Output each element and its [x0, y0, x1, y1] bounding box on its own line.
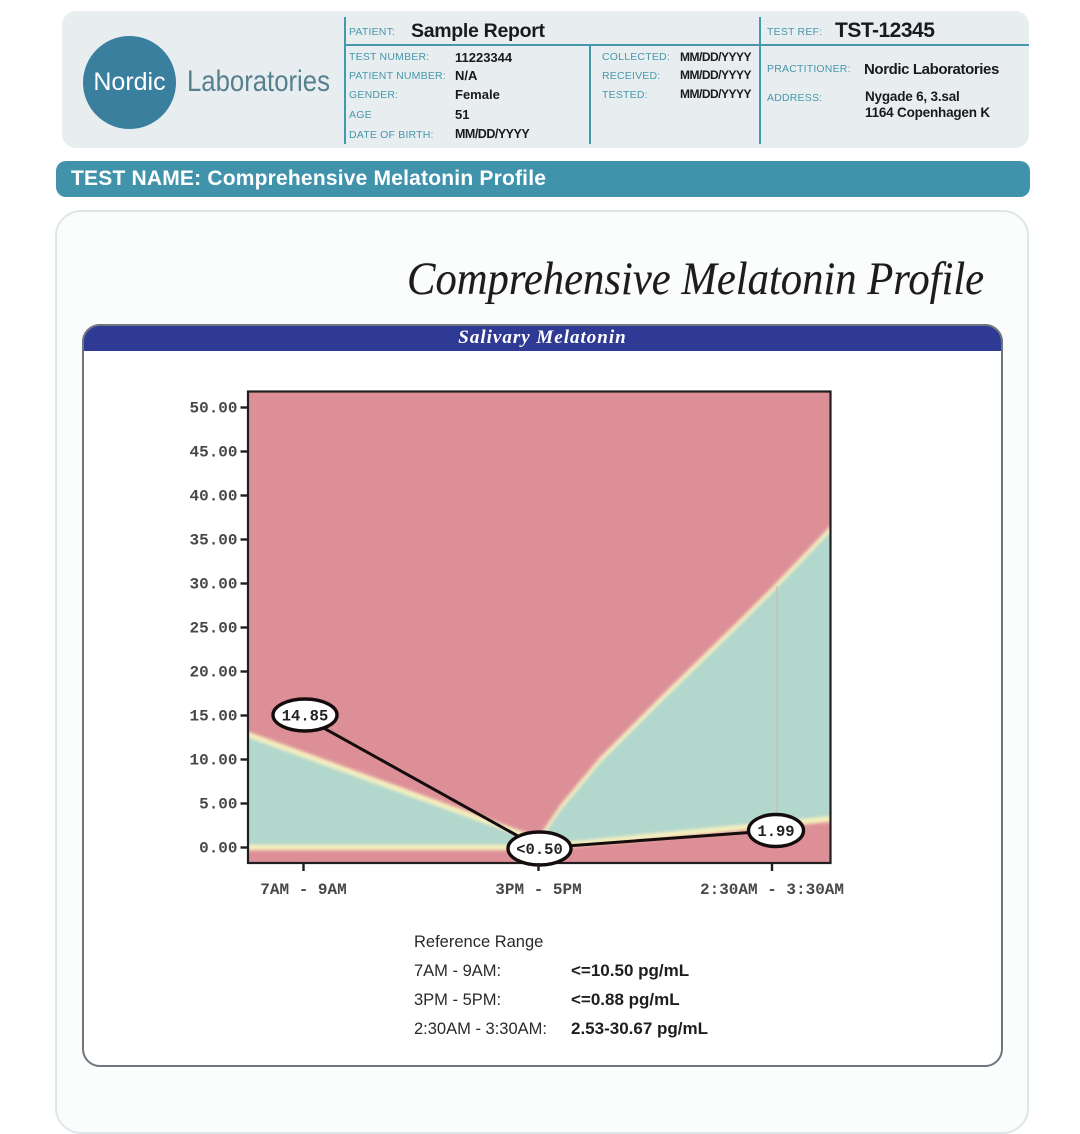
- svg-text:30.00: 30.00: [189, 576, 237, 594]
- svg-text:15.00: 15.00: [189, 708, 237, 726]
- svg-text:10.00: 10.00: [189, 752, 237, 770]
- svg-text:7AM - 9AM: 7AM - 9AM: [260, 881, 346, 899]
- svg-text:5.00: 5.00: [199, 796, 237, 814]
- svg-text:40.00: 40.00: [189, 488, 237, 506]
- svg-text:3PM - 5PM: 3PM - 5PM: [495, 881, 581, 899]
- svg-text:35.00: 35.00: [189, 532, 237, 550]
- svg-text:14.85: 14.85: [282, 708, 329, 726]
- svg-text:45.00: 45.00: [189, 444, 237, 462]
- svg-text:1.99: 1.99: [757, 823, 794, 841]
- svg-text:<0.50: <0.50: [516, 841, 563, 859]
- svg-text:25.00: 25.00: [189, 620, 237, 638]
- svg-text:2:30AM - 3:30AM: 2:30AM - 3:30AM: [700, 881, 844, 899]
- svg-text:50.00: 50.00: [189, 400, 237, 418]
- svg-text:20.00: 20.00: [189, 664, 237, 682]
- svg-text:0.00: 0.00: [199, 840, 237, 858]
